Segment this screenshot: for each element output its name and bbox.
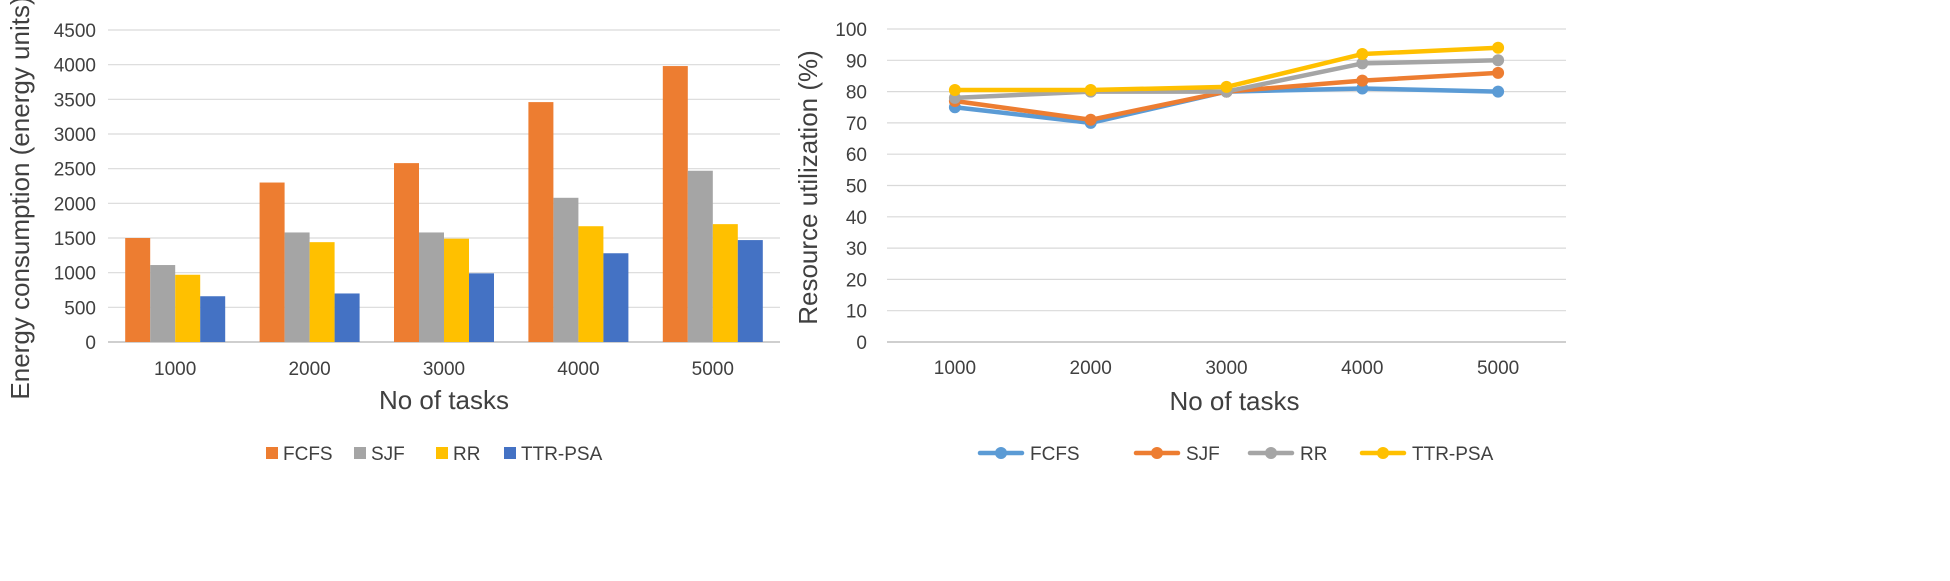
y-tick-label: 60 [846,145,867,166]
y-tick-label: 80 [846,83,867,104]
legend-swatch-ttr-psa [504,447,516,459]
bar-rr-5000 [712,224,738,342]
y-axis-title: Energy consumption (energy units) [5,0,35,400]
point-ttr-psa-2000 [1084,84,1097,97]
bar-sjf-3000 [419,232,444,342]
legend-label-fcfs: FCFS [1030,444,1080,465]
legend-swatch-sjf [354,447,366,459]
bar-sjf-1000 [150,265,176,342]
y-tick-label: 30 [846,239,867,260]
legend-swatch-rr [436,447,448,459]
bar-fcfs-4000 [528,102,554,343]
bar-sjf-2000 [284,232,310,342]
point-sjf-5000 [1492,66,1505,79]
point-rr-4000 [1356,57,1369,70]
y-tick-label: 4000 [54,56,96,77]
x-tick-label: 1000 [934,358,976,379]
legend-marker-fcfs [995,447,1007,459]
x-tick-label: 5000 [692,359,734,380]
y-tick-label: 40 [846,208,867,229]
bar-rr-4000 [578,226,604,342]
x-tick-label: 2000 [288,359,330,380]
point-sjf-2000 [1084,113,1097,126]
x-tick-label: 3000 [1205,358,1247,379]
energy-bar-chart: 0 500 1000 1500 2000 2500 3000 3500 4000 4500 1000… [5,0,780,465]
bar-fcfs-5000 [662,66,688,342]
legend-label-sjf: SJF [371,444,405,465]
point-ttr-psa-3000 [1220,80,1233,93]
y-tick-label: 1000 [54,264,96,285]
y-tick-label: 2000 [54,194,96,215]
y-tick-label: 4500 [54,21,96,42]
bar-rr-1000 [175,274,201,342]
legend-label-rr: RR [1300,444,1327,465]
x-tick-label: 4000 [557,359,599,380]
bar-ttr-psa-3000 [469,273,494,342]
point-rr-5000 [1492,54,1505,67]
point-ttr-psa-1000 [948,84,961,97]
x-tick-label: 4000 [1341,358,1383,379]
y-tick-label: 10 [846,302,867,323]
point-fcfs-5000 [1492,85,1505,98]
y-axis-title: Resource utilization (%) [793,50,823,325]
legend-label-fcfs: FCFS [283,444,333,465]
y-tick-label: 1500 [54,229,96,250]
legend-swatch-fcfs [266,447,278,459]
point-sjf-4000 [1356,74,1369,87]
y-tick-label: 3500 [54,90,96,111]
y-tick-label: 500 [64,298,96,319]
y-tick-label: 2500 [54,160,96,181]
legend-marker-rr [1265,447,1277,459]
legend-label-ttr-psa: TTR-PSA [1412,444,1494,465]
x-axis-title: No of tasks [1169,386,1299,416]
legend-marker-sjf [1151,447,1163,459]
bar-fcfs-2000 [259,182,285,342]
x-tick-label: 2000 [1070,358,1112,379]
utilization-line-chart: 0 10 20 30 40 50 60 70 80 90 100 1000 2000 3000 4000 50… [793,20,1566,465]
legend-label-sjf: SJF [1186,444,1220,465]
x-tick-label: 3000 [423,359,465,380]
bar-ttr-psa-2000 [334,293,360,342]
legend-label-ttr-psa: TTR-PSA [521,444,603,465]
bar-ttr-psa-4000 [603,253,629,342]
legend-marker-ttr-psa [1377,447,1389,459]
bar-fcfs-3000 [394,163,419,342]
bar-rr-3000 [444,238,469,342]
x-tick-label: 5000 [1477,358,1519,379]
y-tick-label: 3000 [54,125,96,146]
y-tick-label: 50 [846,177,867,198]
bar-ttr-psa-5000 [737,240,763,342]
bar-rr-2000 [309,242,335,342]
point-ttr-psa-5000 [1492,41,1505,54]
legend-label-rr: RR [453,444,480,465]
y-tick-label: 0 [85,333,96,354]
y-tick-label: 90 [846,51,867,72]
bar-ttr-psa-1000 [200,296,226,342]
y-tick-label: 0 [856,333,867,354]
y-tick-label: 100 [835,20,867,41]
bar-sjf-5000 [687,170,713,342]
y-tick-label: 70 [846,114,867,135]
bar-fcfs-1000 [125,238,151,342]
point-ttr-psa-4000 [1356,48,1369,61]
y-tick-label: 20 [846,270,867,291]
x-axis-title: No of tasks [379,385,509,415]
bar-sjf-4000 [553,197,579,342]
x-tick-label: 1000 [154,359,196,380]
